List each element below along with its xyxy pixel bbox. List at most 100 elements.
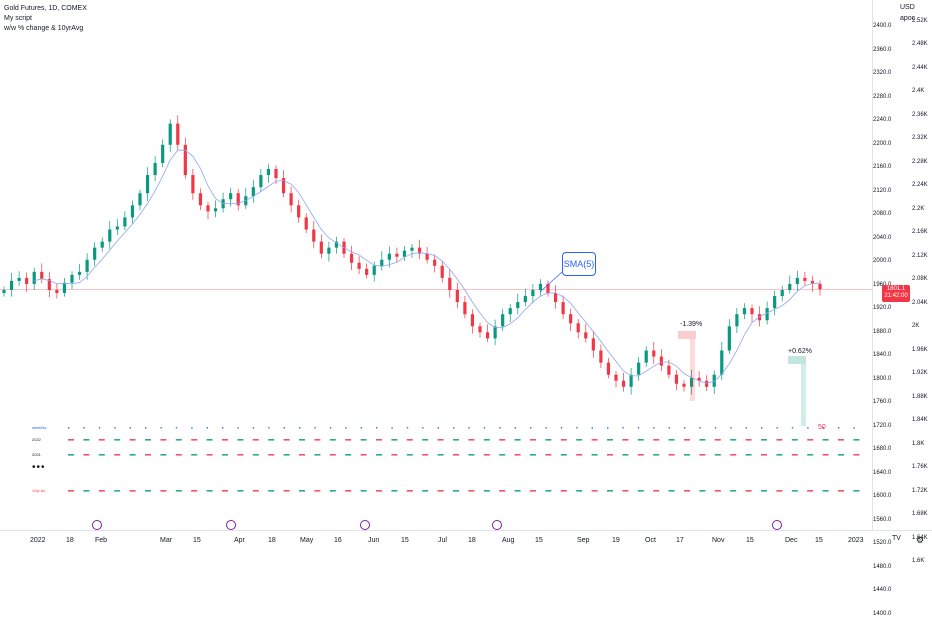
currency-label[interactable]: USD (900, 4, 915, 11)
time-tick-label: 15 (401, 537, 409, 544)
candle-body (720, 350, 724, 375)
table-cell (299, 427, 301, 429)
table-cell (576, 454, 583, 456)
pct-down-range (690, 339, 695, 401)
table-cell (314, 427, 316, 429)
table-cell (299, 490, 305, 492)
candle-body (365, 268, 369, 275)
table-cell (175, 439, 182, 441)
table-row-label-weekno: weekNo (32, 425, 47, 430)
candle-body (161, 144, 165, 163)
table-cell (745, 454, 752, 456)
secondary-price-tick-label: 2.08K (912, 276, 928, 282)
table-cell (268, 439, 275, 441)
table-cell (622, 439, 629, 441)
candle-body (40, 271, 44, 280)
table-cell (437, 439, 444, 441)
candle-body (229, 193, 233, 200)
price-tick-label: 1560.0 (873, 516, 892, 523)
table-cell (622, 454, 629, 456)
candle-body (606, 362, 611, 375)
table-cell (745, 439, 752, 441)
table-cell (98, 439, 105, 441)
table-cell (437, 454, 444, 456)
price-tick-label: 2200.0 (873, 140, 892, 147)
indicator-title[interactable]: w/w % change & 10yrAvg (4, 25, 84, 32)
symbol-title[interactable]: Gold Futures, 1D, COMEX (4, 5, 87, 12)
event-icon[interactable] (492, 520, 502, 530)
table-cell (406, 490, 413, 492)
table-cell (622, 490, 629, 492)
table-cell (514, 454, 521, 456)
candle-body (637, 362, 641, 375)
candle-body (251, 187, 255, 197)
table-cell (607, 427, 609, 429)
table-cell (114, 439, 121, 441)
secondary-price-tick-label: 1.64K (912, 534, 928, 541)
candle-body (780, 290, 784, 297)
table-cell (791, 427, 794, 429)
table-cell (807, 439, 814, 441)
table-cell (453, 439, 459, 441)
time-tick-label: Apr (234, 537, 245, 544)
table-cell (761, 454, 767, 456)
candle-body (425, 253, 429, 260)
table-cell (314, 454, 321, 456)
table-cell (822, 427, 824, 429)
price-tick-label: 1480.0 (873, 563, 892, 570)
table-cell (745, 490, 752, 492)
gear-icon[interactable]: ⚙ (916, 535, 925, 545)
price-chart[interactable] (0, 0, 872, 530)
event-icon[interactable] (360, 520, 370, 530)
price-tick-label: 2120.0 (873, 187, 892, 194)
script-title[interactable]: My script (4, 15, 32, 22)
table-cell (607, 454, 613, 456)
candle-body (750, 308, 754, 315)
scale-mode-label[interactable]: apoc (900, 15, 916, 22)
table-row-label-2021: 2021 (32, 452, 41, 457)
candle-body (485, 332, 490, 339)
candle-body (712, 374, 716, 387)
table-cell (761, 490, 767, 492)
price-axis[interactable] (872, 0, 932, 530)
table-cell (730, 427, 732, 429)
table-cell (499, 427, 501, 429)
table-cell (453, 427, 455, 429)
table-cell (175, 454, 182, 456)
candle-body (644, 350, 648, 363)
candle-body (448, 277, 452, 290)
table-cell (160, 427, 162, 429)
table-cell (191, 427, 193, 429)
time-tick-label: Feb (95, 537, 108, 544)
table-cell (206, 490, 213, 492)
candle-body (70, 274, 74, 283)
table-cell (591, 439, 598, 441)
table-cell (360, 454, 367, 456)
table-cell (406, 439, 413, 441)
more-icon[interactable]: ••• (32, 462, 46, 473)
table-cell (499, 439, 506, 441)
secondary-price-tick-label: 2.32K (912, 135, 928, 141)
time-tick-label: 18 (66, 537, 74, 544)
candle-body (757, 314, 762, 321)
candle-body (47, 279, 51, 290)
price-tick-label: 1440.0 (873, 587, 892, 593)
price-tick-label: 2360.0 (873, 46, 892, 53)
candle-body (652, 350, 656, 357)
candle-body (674, 374, 679, 384)
time-axis[interactable] (0, 530, 932, 551)
time-tick-label: Oct (645, 537, 656, 544)
event-icon[interactable] (92, 520, 102, 530)
candle-body (621, 380, 626, 387)
table-cell (360, 439, 367, 441)
event-icon[interactable] (226, 520, 236, 530)
table-cell (129, 490, 136, 492)
price-tick-label: 1640.0 (873, 469, 892, 476)
candle-body (62, 282, 67, 294)
tradingview-logo-icon[interactable]: TV (892, 535, 901, 542)
sma-callout[interactable]: SMA(5) (562, 252, 596, 276)
table-cell (191, 454, 198, 456)
event-icon[interactable] (772, 520, 782, 530)
table-cell (483, 427, 486, 429)
candle-body (553, 293, 558, 303)
